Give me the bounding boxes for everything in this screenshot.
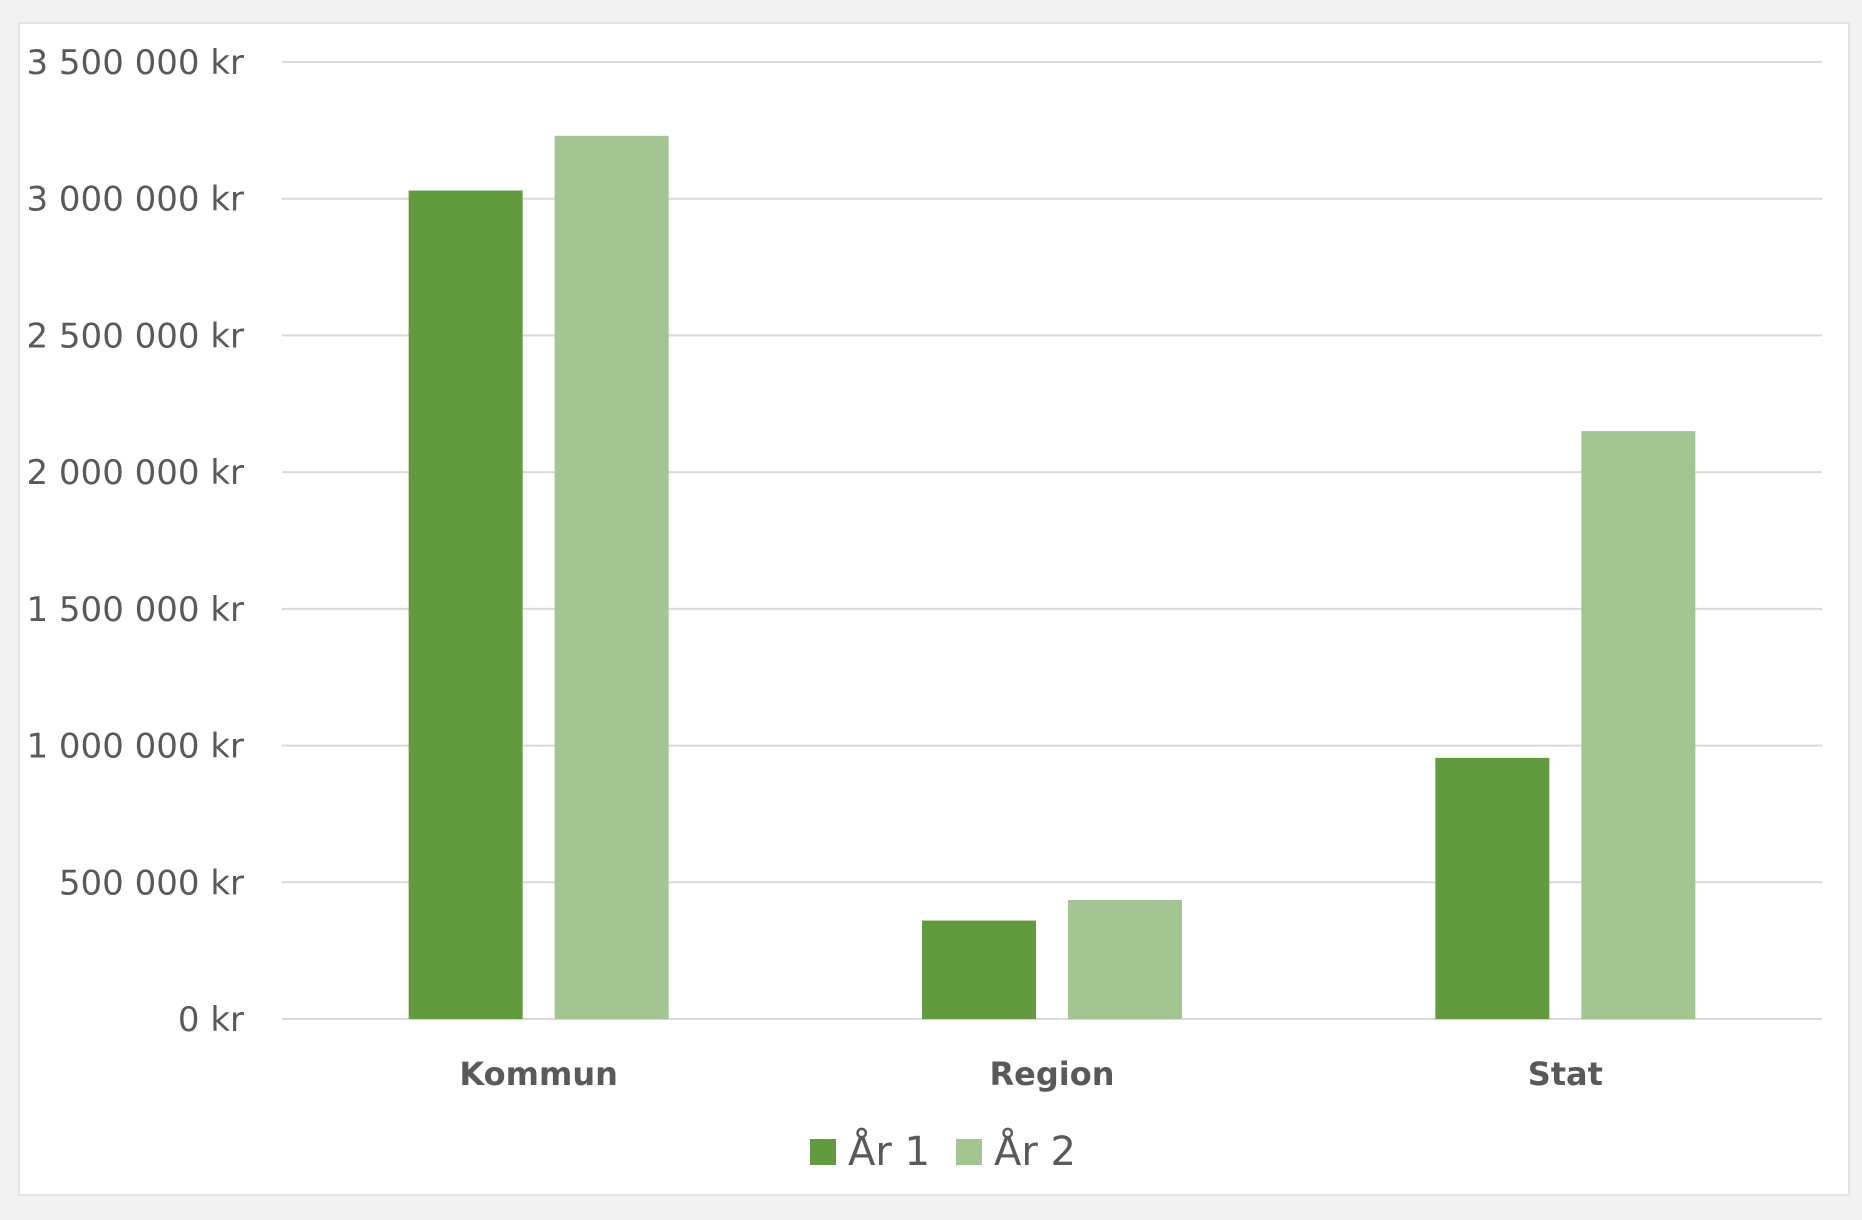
y-tick-label: 2 500 000 kr: [26, 316, 244, 356]
legend-label: År 2: [994, 1127, 1076, 1175]
x-category-label: Stat: [1528, 1055, 1603, 1093]
legend-item: År 1: [810, 1127, 930, 1175]
chart-area: 0 kr 500 000 kr 1 000 000 kr 1 500 000 kr 2 …: [18, 22, 1850, 1196]
y-axis-tick-labels: 0 kr 500 000 kr 1 000 000 kr 1 500 000 kr 2 …: [26, 43, 244, 1040]
y-tick-label: 1 000 000 kr: [26, 727, 244, 767]
x-category-label: Kommun: [459, 1055, 617, 1093]
bar-region-series-1: [922, 920, 1036, 1019]
y-tick-label: 3 000 000 kr: [26, 180, 244, 220]
bars: [408, 135, 1696, 1020]
bar-stat-series-2: [1581, 431, 1696, 1020]
legend-label: År 1: [848, 1127, 930, 1175]
bar-chart: 0 kr 500 000 kr 1 000 000 kr 1 500 000 kr 2 …: [26, 43, 1822, 1175]
y-tick-label: 1 500 000 kr: [26, 590, 244, 630]
y-tick-label: 3 500 000 kr: [26, 43, 244, 83]
bar-kommun-series-2: [554, 135, 669, 1020]
bar-stat-series-1: [1435, 757, 1550, 1019]
gridlines: [282, 61, 1822, 1020]
bar-kommun-series-1: [408, 190, 523, 1020]
legend: År 1 År 2: [810, 1127, 1076, 1175]
legend-swatch: [956, 1139, 982, 1165]
legend-swatch: [810, 1139, 836, 1165]
y-tick-label: 500 000 kr: [59, 863, 244, 903]
legend-item: År 2: [956, 1127, 1076, 1175]
x-category-label: Region: [990, 1055, 1115, 1093]
y-tick-label: 0 kr: [178, 1000, 244, 1040]
x-axis-category-labels: Kommun Region Stat: [459, 1055, 1603, 1093]
bar-region-series-2: [1068, 900, 1182, 1019]
y-tick-label: 2 000 000 kr: [26, 453, 244, 493]
